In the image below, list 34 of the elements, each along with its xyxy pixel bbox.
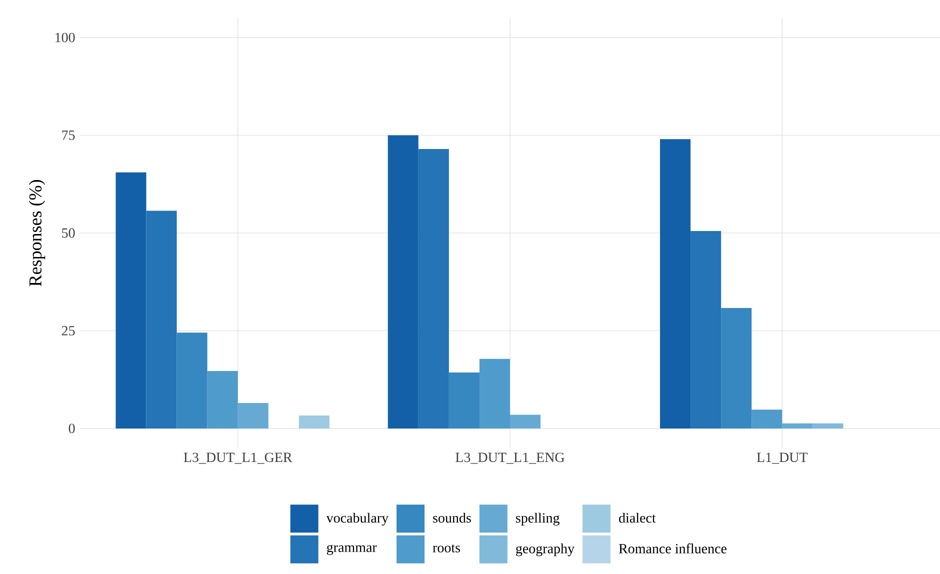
bar bbox=[660, 139, 691, 428]
legend-label: dialect bbox=[619, 512, 656, 523]
legend-label: grammar bbox=[326, 544, 377, 555]
x-tick-label: L3_DUT_L1_GER bbox=[184, 452, 292, 464]
bar bbox=[690, 231, 722, 428]
y-tick-label: 50 bbox=[62, 228, 75, 238]
legend-label: Romance influence bbox=[618, 543, 727, 554]
bar bbox=[510, 414, 541, 428]
bar bbox=[721, 308, 752, 428]
bar bbox=[116, 172, 146, 428]
bar bbox=[298, 416, 330, 428]
y-tick-label: 100 bbox=[56, 32, 75, 42]
bar bbox=[146, 210, 177, 428]
bar bbox=[782, 423, 813, 428]
legend-label: vocabulary bbox=[326, 512, 388, 526]
y-axis-title: Responses (%) bbox=[28, 180, 46, 286]
bar bbox=[448, 372, 480, 428]
legend-label: sounds bbox=[433, 512, 471, 523]
bar bbox=[388, 135, 418, 428]
bar bbox=[812, 423, 844, 428]
bar bbox=[752, 410, 782, 428]
y-tick-label: 25 bbox=[62, 326, 75, 336]
y-tick-label: 0 bbox=[68, 424, 75, 434]
bar bbox=[176, 332, 208, 428]
bar bbox=[207, 370, 238, 428]
x-tick-label: L3_DUT_L1_ENG bbox=[456, 452, 564, 464]
bar bbox=[418, 148, 449, 428]
y-tick-label: 75 bbox=[62, 130, 75, 140]
legend-label: spelling bbox=[516, 512, 560, 526]
x-tick-label: L1_DUT bbox=[756, 452, 808, 464]
bar bbox=[479, 358, 510, 428]
bar bbox=[238, 403, 268, 428]
legend-label: roots bbox=[432, 544, 460, 552]
legend-label: geography bbox=[516, 543, 574, 556]
